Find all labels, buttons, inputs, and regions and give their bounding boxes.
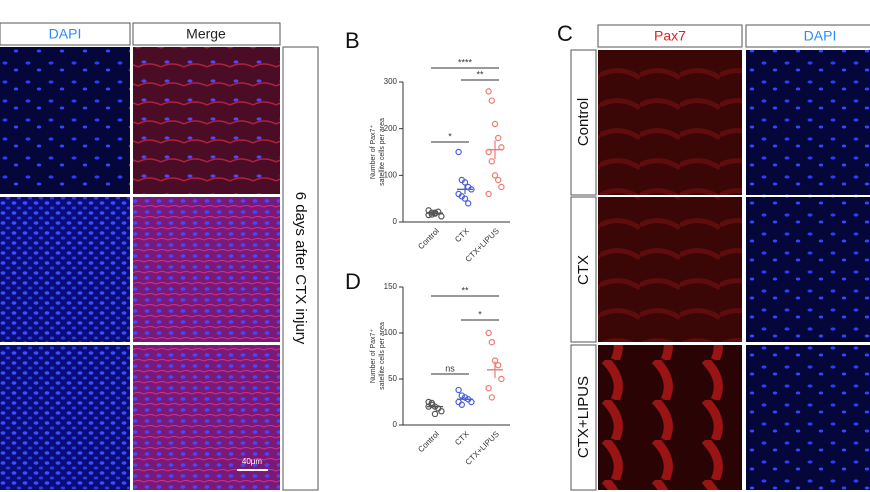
data-point [438,408,445,415]
micrograph [133,197,280,342]
data-point [498,375,505,383]
micrograph [0,47,130,194]
micrograph [0,345,130,490]
significance-label: * [448,131,452,141]
column-header: Pax7 [654,28,686,44]
micrograph [598,197,742,342]
data-point [438,213,445,220]
side-box [282,46,319,491]
y-tick-label: 150 [384,282,398,291]
y-tick-label: 300 [384,77,398,86]
micrograph [0,197,130,342]
micrograph [746,197,870,342]
side-label: 6 days after CTX injury [292,192,309,345]
data-point [495,134,502,142]
data-point [458,392,465,399]
micrograph [133,47,280,194]
data-point [461,195,469,202]
header-box [132,22,281,46]
y-tick-label: 0 [393,420,398,429]
y-tick-label: 50 [388,374,397,383]
data-point [455,148,462,156]
y-axis-label: Number of Pax7⁺ [370,125,377,180]
significance-label: ** [461,285,469,295]
panel-letter: C [557,21,573,46]
column-header: DAPI [49,26,82,42]
row-label: CTX+LIPUS [575,376,592,458]
data-point [431,410,439,418]
left-panel: DAPI Merge 40μm 6 days after CTX injury [0,22,319,491]
data-point [491,120,499,128]
header-box [745,24,870,48]
data-point [488,339,495,346]
panel-letter: D [345,269,361,294]
data-point [495,362,502,369]
data-point [495,176,502,184]
data-point [455,386,462,394]
row-label: Control [575,98,592,146]
y-tick-label: 200 [384,124,398,133]
data-point [435,208,442,215]
data-point [491,172,499,179]
data-point [485,385,492,392]
significance-label: **** [458,57,473,67]
row-label: CTX [575,255,592,285]
data-point [458,401,465,408]
data-point [498,183,505,191]
micrograph [598,50,742,195]
row-box [570,49,597,196]
data-point [488,394,495,401]
x-tick-label: Control [416,226,441,251]
micrograph [598,345,742,490]
data-point [488,97,495,104]
panel-c: C Pax7 DAPI Control CTX CTX+LIPUS [557,21,870,491]
header-box [597,24,743,48]
micrograph [746,50,870,195]
row-box [570,344,597,491]
micrograph [133,345,280,490]
data-point [485,329,492,337]
y-axis-label: Number of Pax7⁺ [370,329,377,384]
x-tick-label: Control [416,429,441,454]
column-header: DAPI [804,28,837,44]
data-point [428,211,435,218]
x-tick-label: CTX [453,226,471,244]
y-axis-label: satellite cells per area [379,118,386,186]
x-tick-label: CTX [453,429,471,447]
header-box [0,22,131,46]
y-tick-label: 0 [393,217,398,226]
panel-letter: B [345,28,360,53]
column-header: Merge [186,26,226,42]
data-point [465,200,472,207]
significance-label: ** [476,69,484,79]
y-tick-label: 100 [384,328,398,337]
significance-label: * [478,309,482,319]
data-point [485,190,492,198]
row-box [570,196,597,343]
micrograph [746,345,870,490]
significance-label: ns [445,363,455,373]
data-point [488,158,495,165]
scale-label: 40μm [242,457,263,466]
y-axis-label: satellite cells per area [379,322,386,390]
data-point [428,399,435,407]
data-point [485,88,492,95]
y-tick-label: 100 [384,170,398,179]
